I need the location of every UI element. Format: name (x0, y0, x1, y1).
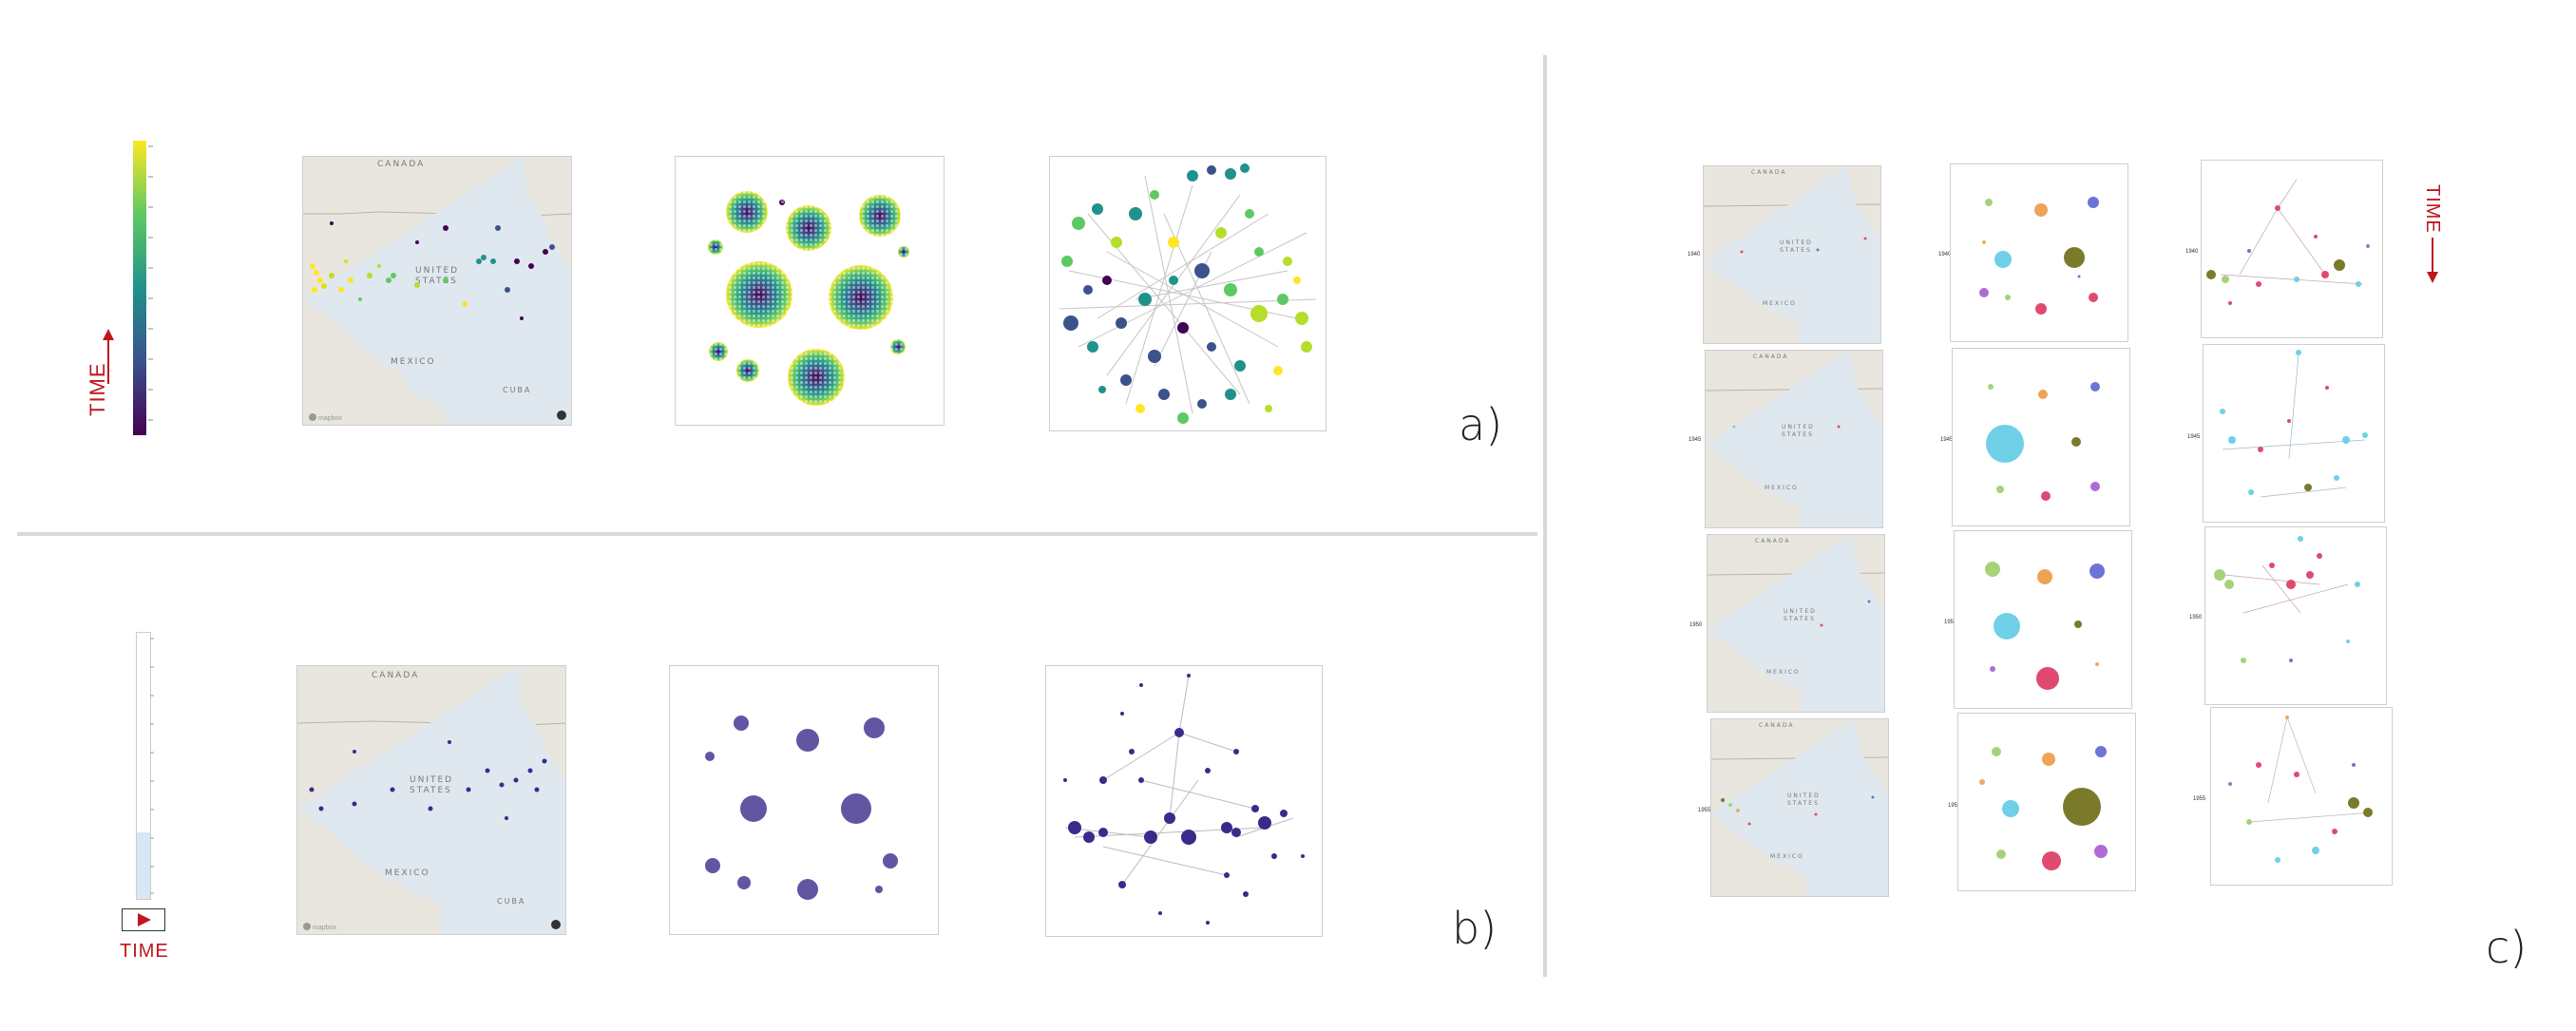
svg-text:CUBA: CUBA (497, 897, 525, 906)
year-label-cluster-4: 1955 (1948, 803, 1961, 809)
cluster-thumb-2[interactable] (1952, 348, 2130, 526)
panel-c-label: c) (2486, 922, 2528, 973)
network-view-b[interactable] (1045, 665, 1323, 937)
network-thumb-2[interactable] (2203, 344, 2385, 523)
svg-text:MEXICO: MEXICO (385, 869, 430, 878)
map-thumb-3[interactable]: CANADA UNITED STATES MEXICO (1707, 534, 1885, 713)
svg-text:STATES: STATES (410, 786, 452, 795)
time-arrow-down (2423, 181, 2442, 285)
time-slider-fill (137, 832, 150, 899)
svg-text:CANADA: CANADA (1753, 353, 1789, 360)
svg-text:CANADA: CANADA (1751, 169, 1787, 176)
svg-text:mapbox: mapbox (313, 925, 336, 931)
svg-text:UNITED: UNITED (1784, 608, 1817, 615)
svg-text:CANADA: CANADA (1755, 538, 1791, 544)
svg-text:UNITED: UNITED (1787, 792, 1821, 799)
time-label-c: TIME (2422, 184, 2443, 234)
svg-text:STATES: STATES (1780, 247, 1812, 254)
svg-text:MEXICO: MEXICO (1763, 300, 1797, 307)
time-label: TIME (120, 941, 169, 962)
map-thumb-1[interactable]: CANADA UNITED STATES MEXICO (1703, 165, 1881, 344)
colorbar-ticks (148, 143, 167, 433)
svg-text:MEXICO: MEXICO (391, 357, 436, 367)
panel-b-label: b) (1452, 903, 1498, 954)
time-label-vertical: TIME (86, 362, 109, 416)
map-view-b[interactable]: CANADA UNITED STATES MEXICO CUBA mapbox (296, 665, 566, 935)
vertical-divider (1543, 55, 1547, 977)
svg-text:UNITED: UNITED (410, 775, 453, 785)
svg-text:MEXICO: MEXICO (1770, 853, 1804, 860)
network-thumb-3[interactable] (2204, 526, 2387, 705)
svg-text:mapbox: mapbox (318, 415, 342, 422)
time-arrow-up (99, 327, 118, 384)
cluster-thumb-4[interactable] (1957, 713, 2136, 891)
horizontal-divider (17, 532, 1537, 536)
svg-text:CANADA: CANADA (1759, 722, 1795, 729)
year-label-map-3: 1950 (1689, 622, 1703, 628)
map-thumb-4[interactable]: CANADA UNITED STATES MEXICO (1710, 718, 1889, 897)
svg-text:MEXICO: MEXICO (1766, 669, 1801, 676)
svg-text:STATES: STATES (1787, 800, 1820, 807)
cluster-view-b[interactable] (669, 665, 939, 935)
colorbar-legend (133, 141, 146, 435)
year-label-map-1: 1940 (1688, 252, 1701, 258)
year-label-cluster-1: 1940 (1938, 252, 1952, 258)
svg-text:CUBA: CUBA (503, 386, 531, 394)
cluster-view-a[interactable] (675, 156, 945, 426)
svg-text:STATES: STATES (415, 277, 458, 286)
year-label-network-3: 1950 (2189, 615, 2203, 621)
year-label-map-2: 1945 (1689, 437, 1702, 443)
map-view-a[interactable]: CANADA UNITED STATES MEXICO CUBA mapbox (302, 156, 572, 426)
svg-text:UNITED: UNITED (1780, 239, 1813, 246)
panel-a-label: a) (1459, 399, 1503, 450)
year-label-map-4: 1955 (1698, 808, 1711, 813)
time-slider-ticks (150, 635, 163, 897)
year-label-network-1: 1940 (2185, 249, 2199, 255)
svg-text:UNITED: UNITED (1782, 424, 1815, 430)
svg-text:STATES: STATES (1784, 616, 1816, 622)
cluster-thumb-3[interactable] (1954, 530, 2132, 709)
play-button[interactable] (122, 908, 165, 931)
svg-text:CANADA: CANADA (377, 160, 425, 169)
svg-text:MEXICO: MEXICO (1765, 485, 1799, 491)
svg-text:CANADA: CANADA (372, 671, 419, 680)
time-slider-track[interactable] (136, 632, 151, 900)
svg-text:STATES: STATES (1782, 431, 1814, 438)
play-icon (138, 913, 151, 926)
year-label-cluster-3: 1950 (1944, 620, 1957, 625)
map-thumb-2[interactable]: CANADA UNITED STATES MEXICO (1705, 350, 1883, 528)
year-label-cluster-2: 1945 (1940, 437, 1954, 443)
year-label-network-4: 1955 (2193, 796, 2206, 802)
year-label-network-2: 1945 (2187, 434, 2201, 440)
cluster-thumb-1[interactable] (1950, 163, 2128, 342)
network-thumb-1[interactable] (2201, 160, 2383, 338)
svg-text:UNITED: UNITED (415, 266, 459, 276)
network-view-a[interactable] (1049, 156, 1326, 431)
network-thumb-4[interactable] (2210, 707, 2393, 886)
